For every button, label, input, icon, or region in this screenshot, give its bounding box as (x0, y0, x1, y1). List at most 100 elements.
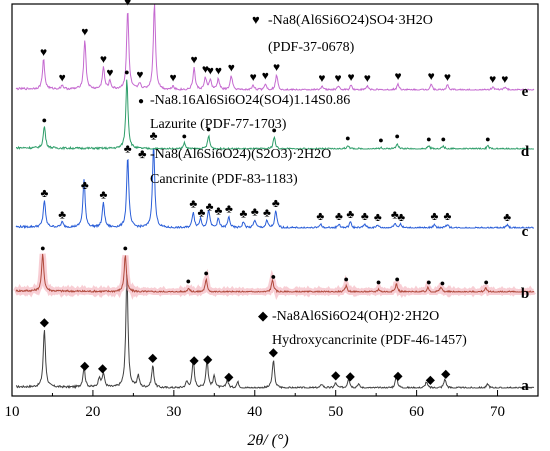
peak-marker-d-6: ● (378, 135, 383, 145)
x-tick-label-0: 10 (5, 404, 20, 420)
peak-marker-e-25: ♥ (501, 72, 508, 86)
peak-marker-e-24: ♥ (489, 72, 496, 86)
phase-reference-d: Lazurite (PDF-77-1703) (150, 117, 287, 132)
peak-marker-c-16: ♣ (335, 209, 343, 223)
pattern-b-line (15, 253, 535, 294)
peak-marker-c-24: ♣ (503, 210, 511, 224)
peak-marker-b-2: ● (186, 276, 191, 286)
pattern-a-line (15, 274, 535, 390)
peak-marker-e-3: ♥ (100, 52, 107, 66)
curve-label-d: d (521, 144, 530, 160)
peak-marker-e-20: ♥ (364, 71, 371, 85)
peak-marker-c-11: ♣ (239, 207, 247, 221)
peak-marker-e-2: ♥ (81, 25, 88, 39)
x-tick-label-3: 40 (247, 404, 262, 420)
peak-marker-b-7: ● (394, 274, 399, 284)
peak-marker-c-15: ♣ (316, 209, 324, 223)
peak-marker-c-1: ♣ (58, 208, 66, 222)
phase-marker-symbol-e: ♥ (252, 12, 260, 27)
peak-marker-a-0: ◆ (40, 315, 50, 329)
peak-marker-d-4: ● (271, 125, 276, 135)
peak-marker-c-17: ♣ (346, 207, 354, 221)
peak-marker-e-14: ♥ (250, 70, 257, 84)
peak-marker-e-21: ♥ (394, 69, 401, 83)
curve-label-b: b (521, 286, 529, 302)
phase-reference-e: (PDF-37-0678) (268, 40, 355, 55)
curve-label-a: a (521, 378, 529, 394)
peak-marker-c-8: ♣ (206, 199, 214, 213)
peak-marker-b-1: ● (123, 243, 128, 253)
peak-marker-e-4: ♥ (106, 66, 113, 80)
peak-marker-a-11: ◆ (426, 372, 436, 386)
peak-marker-c-5: ♣ (150, 129, 158, 143)
peak-marker-b-8: ● (426, 277, 431, 287)
peak-marker-a-5: ◆ (203, 352, 213, 366)
peak-marker-c-13: ♣ (263, 206, 271, 220)
peak-marker-e-22: ♥ (428, 69, 435, 83)
peak-marker-c-3: ♣ (99, 188, 107, 202)
peak-marker-a-1: ◆ (80, 358, 90, 372)
pattern-a (15, 274, 535, 390)
peak-marker-d-1: ● (124, 67, 129, 77)
peak-marker-c-22: ♣ (430, 209, 438, 223)
peak-marker-c-4: ♣ (124, 142, 132, 156)
peak-marker-e-13: ♥ (228, 61, 235, 75)
x-tick-label-4: 50 (328, 404, 343, 420)
peak-marker-c-12: ♣ (251, 205, 259, 219)
patterns-layer (13, 4, 536, 390)
peak-marker-d-2: ● (182, 131, 187, 141)
pattern-d-line (15, 79, 534, 151)
peak-marker-c-2: ♣ (81, 178, 89, 192)
peak-marker-c-21: ♣ (397, 210, 405, 224)
peak-marker-d-0: ● (42, 115, 47, 125)
peak-marker-d-9: ● (441, 134, 446, 144)
peak-marker-e-10: ♥ (202, 62, 209, 76)
peak-marker-c-18: ♣ (361, 209, 369, 223)
pattern-c (15, 148, 534, 230)
peak-marker-e-0: ♥ (40, 45, 47, 59)
phase-marker-symbol-c: ♣ (138, 146, 147, 161)
pattern-d (15, 79, 534, 151)
peak-marker-a-10: ◆ (393, 368, 403, 382)
peak-marker-e-17: ♥ (318, 71, 325, 85)
peak-marker-c-7: ♣ (197, 205, 205, 219)
peak-marker-e-1: ♥ (59, 71, 66, 85)
x-tick-label-6: 70 (490, 404, 505, 420)
curve-labels-layer: a b c d e (521, 84, 530, 394)
peak-marker-b-5: ● (343, 274, 348, 284)
peak-marker-b-10: ● (483, 277, 488, 287)
x-tick-label-2: 30 (166, 404, 181, 420)
peak-marker-e-8: ♥ (169, 70, 176, 84)
peak-marker-d-5: ● (345, 133, 350, 143)
peak-marker-e-19: ♥ (348, 70, 355, 84)
phase-formula-a: -Na8Al6Si6O24(OH)2·2H2O (272, 309, 439, 324)
peak-marker-b-0: ● (40, 243, 45, 253)
x-tick-label-1: 20 (85, 404, 100, 420)
peak-marker-e-9: ♥ (191, 53, 198, 67)
x-tick-label-5: 60 (409, 404, 424, 420)
peak-marker-c-0: ♣ (40, 186, 48, 200)
peak-marker-b-3: ● (203, 268, 208, 278)
plot-frame (11, 3, 539, 397)
peak-marker-a-4: ◆ (189, 353, 199, 367)
peak-marker-b-9: ● (440, 278, 445, 288)
pattern-e-line (15, 4, 535, 92)
peak-marker-e-23: ♥ (444, 70, 451, 84)
peak-marker-d-7: ● (394, 131, 399, 141)
peak-marker-b-6: ● (376, 277, 381, 287)
curve-label-e: e (522, 84, 529, 100)
peak-marker-a-3: ◆ (148, 351, 158, 365)
markers-layer: ◆◆ ◆◆ ◆ ◆◆◆◆ ◆ ◆ ◆ ◆● ●●● ● ● ● ● ● ● ●♣♣♣♣♣♣♣♣ ♣ ♣ ♣ ♣ ♣ ♣♣♣… (40, 0, 511, 386)
peak-marker-e-6: ♥ (136, 67, 143, 81)
phase-marker-symbol-d: ● (138, 96, 144, 107)
phase-formula-e: -Na8(Al6Si6O24)SO4·3H2O (268, 13, 433, 28)
peak-marker-c-14: ♣ (272, 196, 280, 210)
annotations-layer: ◆ -Na8Al6Si6O24(OH)2·2H2O Hydroxycancrinit… (138, 12, 467, 348)
peak-marker-c-10: ♣ (225, 202, 233, 216)
peak-marker-c-19: ♣ (374, 210, 382, 224)
phase-formula-d: -Na8.16Al6Si6O24(SO4)1.14S0.86 (150, 93, 350, 108)
phase-reference-c: Cancrinite (PDF-83-1183) (150, 172, 298, 187)
peak-marker-c-6: ♣ (189, 196, 197, 210)
phase-formula-c: -Na8(Al6Si6O24)(S2O3)·2H2O (150, 147, 331, 162)
